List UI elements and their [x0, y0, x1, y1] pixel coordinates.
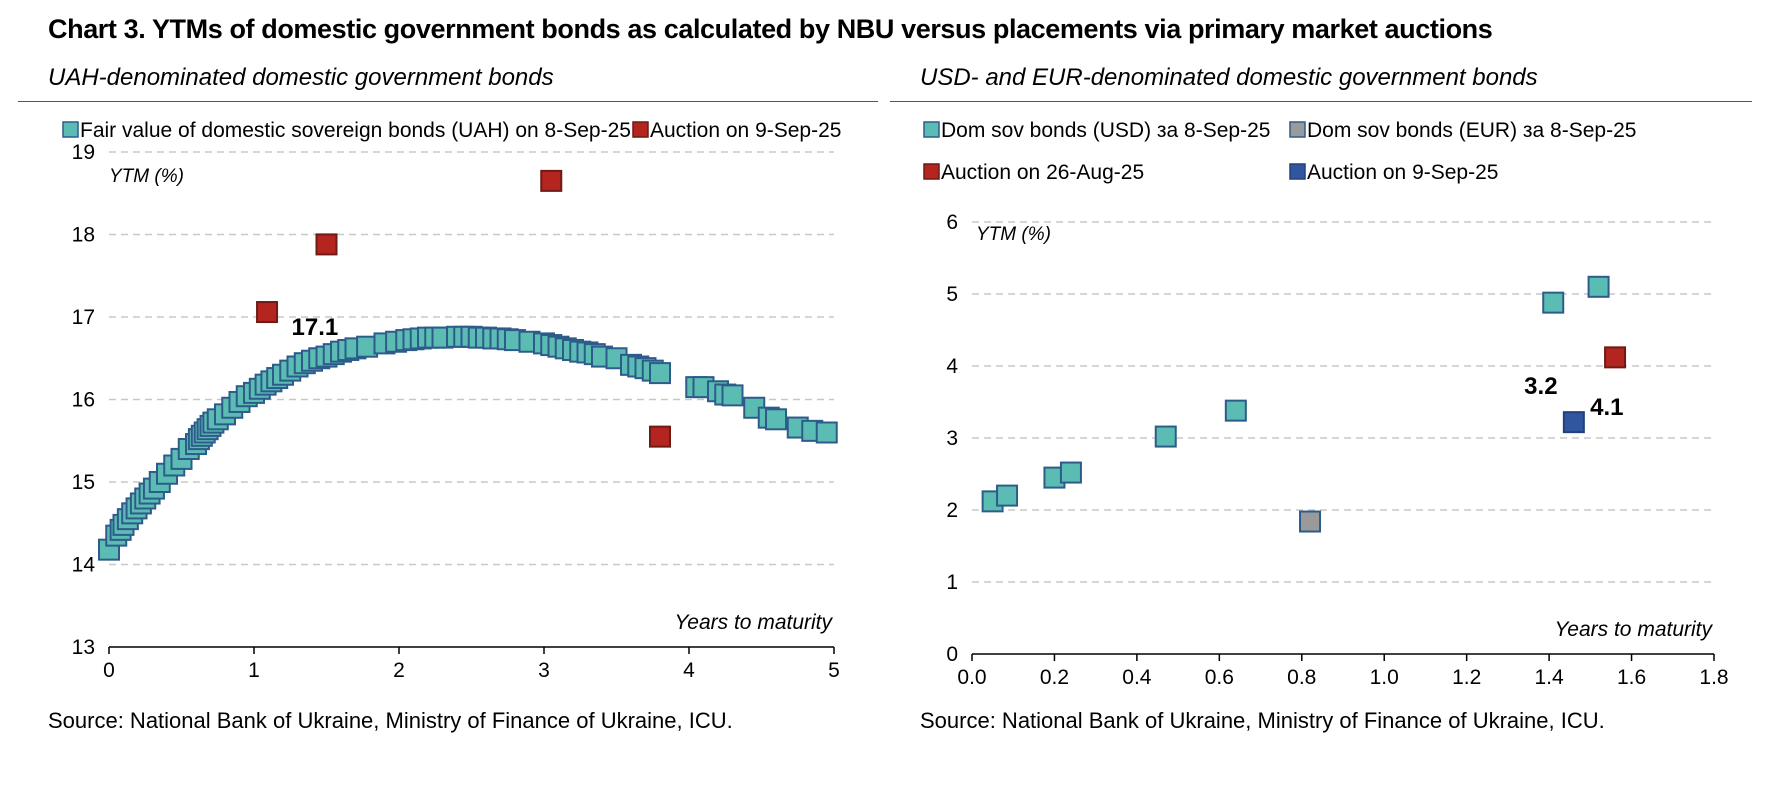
- left-chart: Fair value of domestic sovereign bonds (…: [62, 119, 841, 682]
- legend-label: Auction on 26-Aug-25: [941, 161, 1144, 184]
- data-point-teal: [1154, 425, 1177, 448]
- y-tick-label: 4: [946, 355, 958, 378]
- x-tick-label: 3: [538, 659, 550, 682]
- legend-item-blue: Auction on 9-Sep-25: [1289, 161, 1498, 184]
- y-tick-label: 13: [72, 636, 95, 659]
- x-tick-label: 0.2: [1040, 666, 1069, 689]
- legend-label: Dom sov bonds (USD) за 8-Sep-25: [941, 119, 1270, 142]
- data-point-teal: [1542, 291, 1565, 314]
- y-tick-label: 15: [72, 471, 95, 494]
- data-point-red: [649, 425, 671, 448]
- data-point-gray: [1299, 510, 1322, 533]
- data-point-teal: [649, 362, 671, 385]
- x-tick-label: 1.6: [1617, 666, 1646, 689]
- x-tick-label: 0.0: [957, 666, 986, 689]
- right-chart: Dom sov bonds (USD) за 8-Sep-25 Dom sov b…: [923, 119, 1729, 689]
- left-source-note: Source: National Bank of Ukraine, Minist…: [48, 708, 733, 733]
- legend-item-gray: Dom sov bonds (EUR) за 8-Sep-25: [1289, 119, 1636, 142]
- legend-item-teal: Fair value of domestic sovereign bonds (…: [62, 119, 631, 142]
- legend-swatch: [1289, 163, 1306, 180]
- x-tick-label: 0.6: [1205, 666, 1234, 689]
- legend-item-red: Auction on 26-Aug-25: [923, 161, 1144, 184]
- legend-label: Fair value of domestic sovereign bonds (…: [80, 119, 631, 142]
- data-point-teal: [721, 384, 744, 407]
- data-label: 4.1: [1590, 394, 1623, 421]
- x-tick-label: 0.4: [1122, 666, 1152, 689]
- right-divider: [890, 101, 1752, 102]
- legend-item-teal: Dom sov bonds (USD) за 8-Sep-25: [923, 119, 1270, 142]
- x-tick-label: 1.0: [1370, 666, 1399, 689]
- right-chart-subtitle: USD- and EUR-denominated domestic govern…: [920, 64, 1538, 91]
- left-divider: [18, 101, 878, 102]
- x-axis-title: Years to maturity: [1554, 618, 1713, 641]
- y-tick-label: 1: [946, 571, 958, 594]
- y-axis-title: YTM (%): [109, 166, 184, 187]
- data-label: 3.2: [1524, 373, 1557, 400]
- legend-item-red: Auction on 9-Sep-25: [632, 119, 841, 142]
- legend-swatch: [923, 163, 940, 180]
- legend-swatch: [923, 121, 940, 138]
- chart-title: Chart 3. YTMs of domestic government bon…: [48, 14, 1493, 44]
- right-source-note: Source: National Bank of Ukraine, Minist…: [920, 708, 1605, 733]
- data-point-red: [540, 169, 563, 192]
- y-axis-title: YTM (%): [976, 224, 1051, 245]
- y-tick-label: 16: [72, 389, 95, 412]
- data-point-blue: [1562, 411, 1585, 434]
- y-tick-label: 2: [946, 499, 958, 522]
- data-point-teal: [815, 421, 838, 444]
- legend-label: Dom sov bonds (EUR) за 8-Sep-25: [1307, 119, 1636, 142]
- legend-swatch: [632, 121, 649, 138]
- y-tick-label: 6: [946, 211, 958, 234]
- data-point-teal: [1059, 461, 1082, 484]
- x-axis-title: Years to maturity: [674, 611, 833, 634]
- data-label: 17.1: [292, 314, 339, 341]
- x-tick-label: 0: [103, 659, 115, 682]
- x-tick-label: 2: [393, 659, 405, 682]
- y-tick-label: 5: [946, 283, 958, 306]
- data-point-teal: [996, 484, 1019, 507]
- legend-label: Auction on 9-Sep-25: [1307, 161, 1498, 184]
- legend-label: Auction on 9-Sep-25: [650, 119, 841, 142]
- legend-swatch: [1289, 121, 1306, 138]
- data-point-red: [315, 233, 338, 256]
- x-tick-label: 5: [828, 659, 840, 682]
- y-tick-label: 14: [72, 554, 96, 577]
- y-tick-label: 18: [72, 224, 95, 247]
- x-tick-label: 1: [248, 659, 260, 682]
- y-tick-label: 17: [72, 306, 95, 329]
- data-point-teal: [1224, 399, 1247, 422]
- y-tick-label: 3: [946, 427, 958, 450]
- x-tick-label: 1.8: [1699, 666, 1728, 689]
- y-tick-label: 19: [72, 141, 95, 164]
- x-tick-label: 0.8: [1287, 666, 1316, 689]
- y-tick-label: 0: [946, 643, 958, 666]
- legend-swatch: [62, 121, 79, 138]
- x-tick-label: 4: [683, 659, 695, 682]
- data-point-red: [256, 301, 279, 324]
- data-point-teal: [1587, 275, 1610, 298]
- x-tick-label: 1.2: [1452, 666, 1481, 689]
- x-tick-label: 1.4: [1535, 666, 1565, 689]
- data-point-teal: [765, 408, 787, 431]
- data-point-red: [1604, 346, 1627, 369]
- left-chart-subtitle: UAH-denominated domestic government bond…: [48, 64, 554, 91]
